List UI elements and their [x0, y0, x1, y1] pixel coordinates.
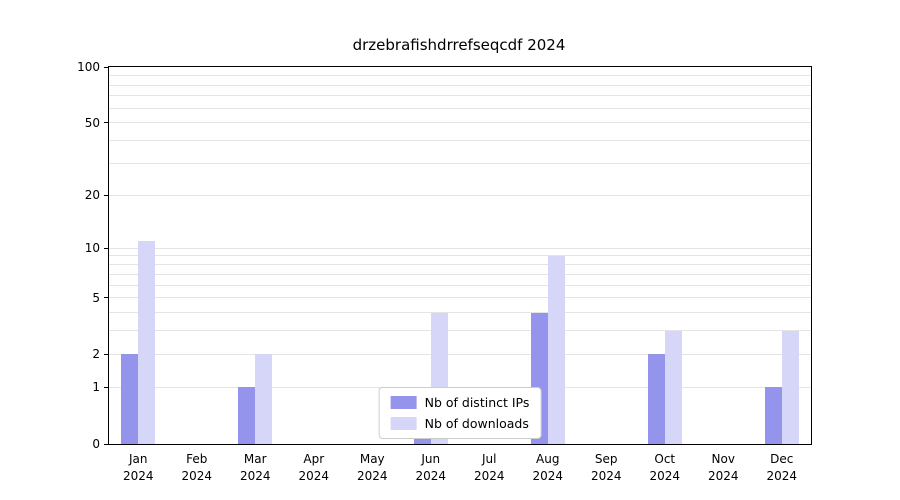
legend: Nb of distinct IPs Nb of downloads	[378, 387, 542, 439]
bar-downloads	[781, 330, 799, 444]
y-tick-label: 10	[84, 241, 100, 256]
bar-downloads	[255, 354, 273, 444]
legend-item-downloads: Nb of downloads	[390, 416, 530, 431]
x-tick-label: Mar 2024	[240, 451, 271, 486]
legend-label-distinct-ips: Nb of distinct IPs	[424, 395, 530, 410]
x-tick-label-line: 2024	[356, 469, 388, 484]
x-tick-label-line: Sep	[594, 452, 618, 466]
y-tick-mark	[104, 386, 109, 388]
x-tick-label-line: 2024	[532, 469, 564, 484]
legend-item-distinct-ips: Nb of distinct IPs	[390, 395, 530, 410]
bar-distinct-ips	[764, 387, 782, 444]
grid-line	[109, 353, 811, 355]
grid-line	[109, 255, 811, 257]
x-tick-label-line: Dec	[770, 452, 794, 466]
x-tick-label-line: 2024	[649, 469, 681, 484]
x-tick-label-line: 2024	[122, 469, 154, 484]
y-tick-mark	[104, 247, 109, 249]
bar-downloads	[138, 241, 156, 444]
x-tick-label-line: 2024	[415, 469, 447, 484]
grid-line	[109, 163, 811, 164]
grid-line	[109, 264, 811, 266]
x-tick-label: Feb 2024	[181, 451, 212, 486]
x-tick-label-line: Apr	[303, 452, 325, 466]
x-tick-label-line: Mar	[243, 452, 267, 466]
grid-line	[109, 140, 811, 142]
chart-title: drzebrafishdrrefseqcdf 2024	[352, 36, 566, 54]
x-tick-label-line: 2024	[590, 469, 622, 484]
x-tick-label-line: Feb	[186, 452, 208, 466]
x-tick-label-line: Jul	[482, 452, 497, 466]
x-tick-label-line: 2024	[298, 469, 330, 484]
x-tick-label: Nov 2024	[708, 451, 739, 486]
bar-distinct-ips	[121, 354, 139, 444]
x-tick-label: Jan 2024	[123, 451, 154, 486]
x-tick-label-line: May	[359, 452, 385, 466]
grid-line	[109, 247, 811, 249]
x-tick-label: May 2024	[357, 451, 388, 486]
x-tick-label: Oct 2024	[649, 451, 680, 486]
x-tick-label: Jun 2024	[415, 451, 446, 486]
bar-downloads	[547, 255, 565, 444]
x-tick-label-line: 2024	[473, 469, 505, 484]
y-tick-mark	[104, 194, 109, 196]
bar-distinct-ips	[647, 354, 665, 444]
grid-line	[109, 284, 811, 286]
bar-downloads	[664, 330, 682, 444]
grid-line	[109, 75, 811, 77]
x-tick-label-line: Oct	[654, 452, 676, 466]
y-tick-label: 0	[92, 437, 100, 451]
x-tick-label-line: Aug	[536, 452, 560, 466]
grid-line	[109, 194, 811, 196]
x-tick-label-line: 2024	[239, 469, 271, 484]
x-tick-label: Jul 2024	[474, 451, 505, 486]
grid-line	[109, 297, 811, 299]
x-tick-label-line: Jun	[421, 452, 441, 466]
y-tick-mark	[104, 353, 109, 355]
y-tick-label: 2	[92, 347, 100, 362]
y-tick-label: 100	[77, 60, 100, 74]
y-tick-mark	[104, 297, 109, 299]
x-tick-label-line: Jan	[128, 452, 148, 466]
grid-line	[109, 107, 811, 109]
y-tick-label: 20	[84, 188, 100, 203]
y-tick-mark	[104, 66, 109, 68]
x-tick-label-line: 2024	[181, 469, 213, 484]
legend-swatch-distinct-ips	[390, 396, 417, 409]
x-tick-label-line: Nov	[711, 452, 735, 466]
y-tick-mark	[104, 122, 109, 124]
grid-line	[109, 312, 811, 314]
x-tick-label: Apr 2024	[298, 451, 329, 486]
y-tick-label: 5	[92, 290, 100, 305]
legend-swatch-downloads	[390, 417, 417, 430]
x-tick-label-line: 2024	[766, 469, 798, 484]
x-tick-label: Sep 2024	[591, 451, 622, 486]
bar-distinct-ips	[238, 387, 256, 444]
grid-line	[109, 330, 811, 332]
x-tick-label: Dec 2024	[766, 451, 797, 486]
grid-line	[109, 273, 811, 275]
x-tick-label-line: 2024	[707, 469, 739, 484]
grid-line	[109, 122, 811, 124]
y-tick-label: 50	[84, 115, 100, 130]
grid-line	[109, 95, 811, 97]
x-tick-label: Aug 2024	[532, 451, 563, 486]
plot-area: Nb of distinct IPs Nb of downloads 0 1 2 5 1…	[77, 60, 812, 483]
y-tick-mark	[104, 443, 109, 445]
y-tick-label: 1	[92, 380, 100, 395]
legend-label-downloads: Nb of downloads	[424, 416, 529, 431]
grid-line	[109, 84, 811, 86]
